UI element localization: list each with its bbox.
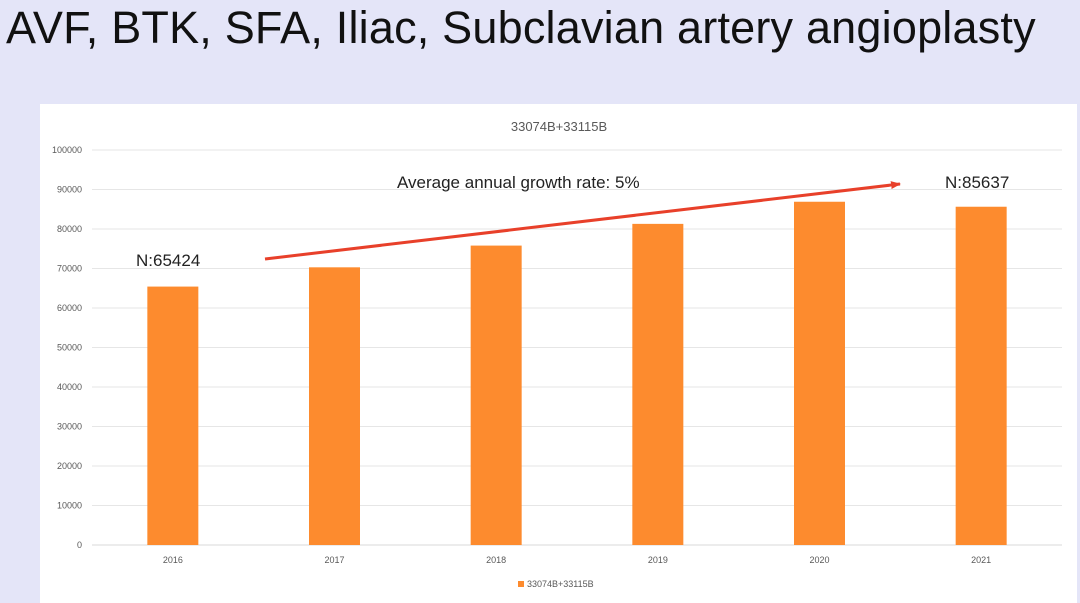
growth-rate-annotation: Average annual growth rate: 5% — [397, 173, 640, 192]
bar-2019 — [632, 223, 684, 546]
y-tick-label: 60000 — [57, 303, 82, 313]
gridlines — [92, 149, 1062, 546]
bar-2018 — [470, 245, 522, 545]
bar-2020 — [794, 201, 845, 545]
x-tick-label: 2019 — [648, 555, 668, 565]
bars — [147, 201, 1007, 546]
legend-label: 33074B+33115B — [527, 579, 594, 589]
x-tick-label: 2016 — [163, 555, 183, 565]
chart-card — [40, 104, 1077, 603]
x-tick-label: 2021 — [971, 555, 991, 565]
y-tick-label: 0 — [77, 540, 82, 550]
bar-2017 — [309, 267, 360, 545]
y-tick-label: 20000 — [57, 461, 82, 471]
bar-2016 — [147, 286, 199, 545]
y-axis-ticks: 0 10000 20000 30000 40000 50000 60000 70000 8000… — [52, 145, 82, 550]
y-tick-label: 40000 — [57, 382, 82, 392]
y-tick-label: 10000 — [57, 501, 82, 511]
x-tick-label: 2017 — [324, 555, 344, 565]
growth-arrow — [264, 181, 901, 261]
bar-2021 — [955, 206, 1007, 545]
legend: 33074B+33115B — [518, 579, 594, 589]
y-tick-label: 90000 — [57, 185, 82, 195]
slide-title: AVF, BTK, SFA, Iliac, Subclavian artery … — [6, 2, 1036, 53]
legend-swatch — [518, 581, 524, 587]
y-tick-label: 30000 — [57, 422, 82, 432]
y-tick-label: 100000 — [52, 145, 82, 155]
end-count-annotation: N:85637 — [945, 173, 1009, 192]
start-count-annotation: N:65424 — [136, 251, 200, 270]
y-tick-label: 80000 — [57, 224, 82, 234]
chart-title: 33074B+33115B — [511, 119, 607, 134]
y-tick-label: 50000 — [57, 343, 82, 353]
y-tick-label: 70000 — [57, 264, 82, 274]
x-tick-label: 2018 — [486, 555, 506, 565]
x-axis-ticks: 2016 2017 2018 2019 2020 2021 — [163, 555, 991, 565]
x-tick-label: 2020 — [809, 555, 829, 565]
